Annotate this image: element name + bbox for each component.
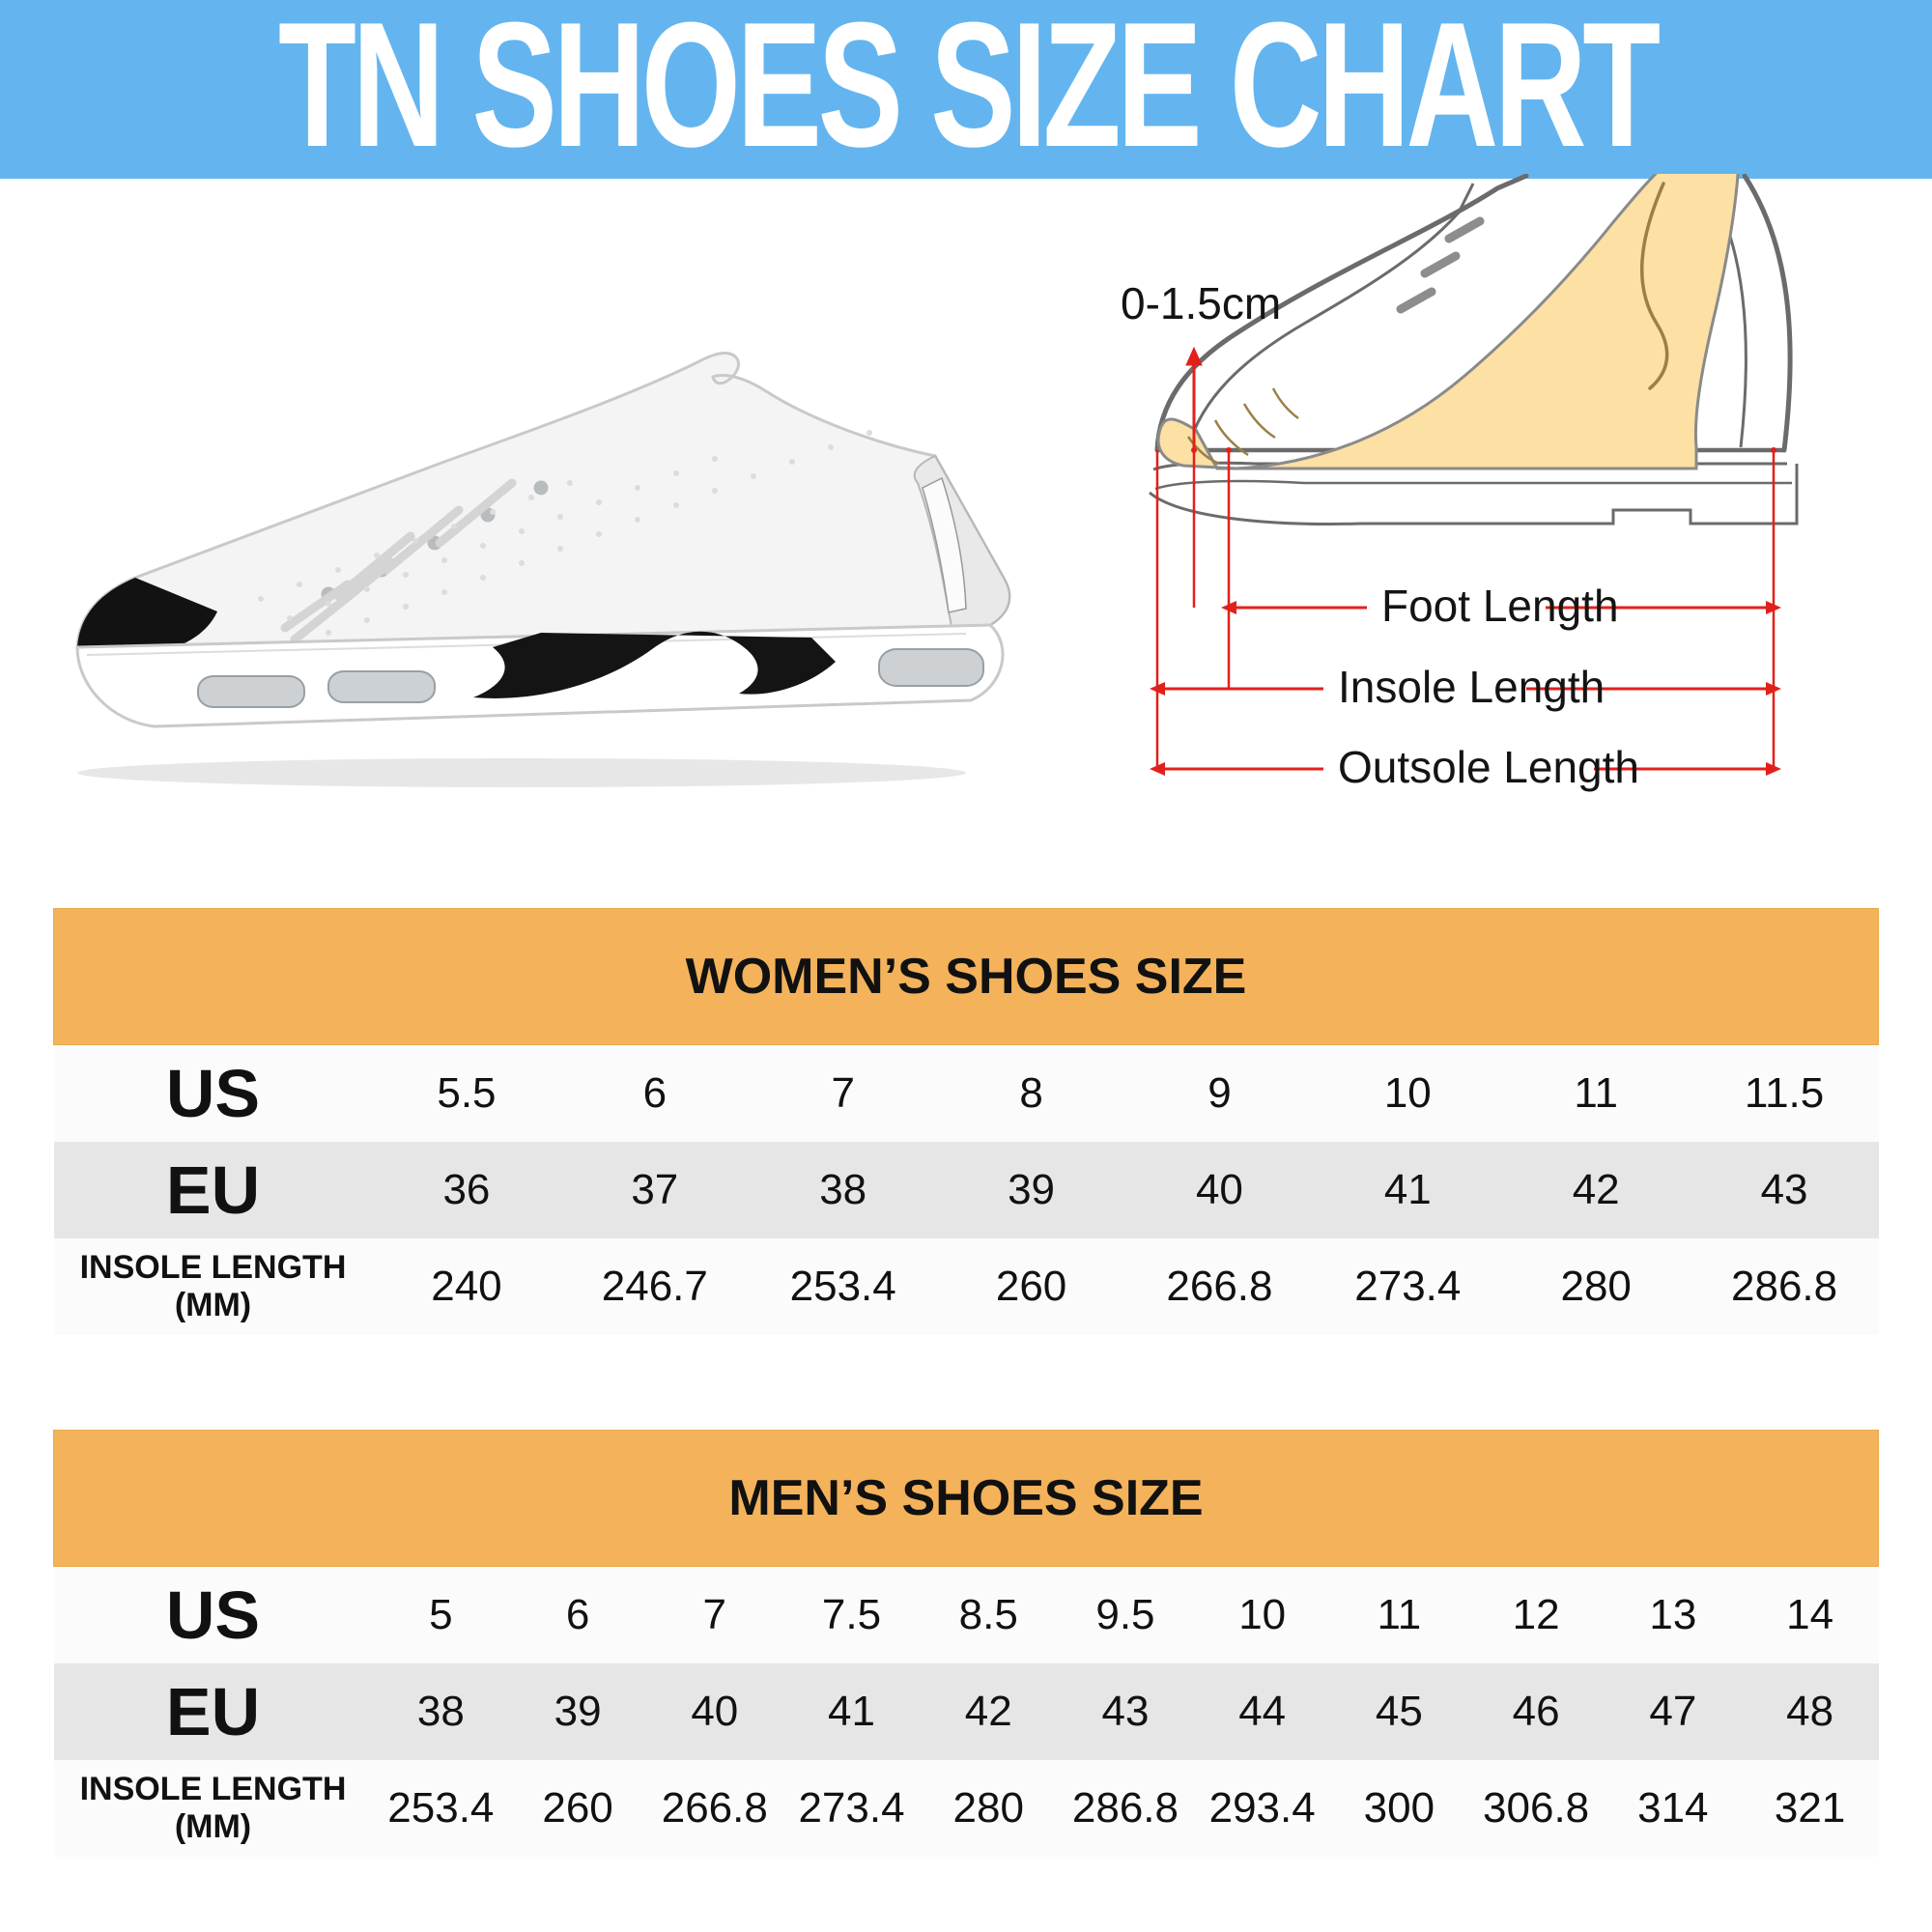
svg-text:0-1.5cm: 0-1.5cm	[1121, 278, 1281, 328]
svg-text:Insole Length: Insole Length	[1338, 662, 1605, 712]
svg-text:Foot Length: Foot Length	[1381, 581, 1619, 631]
svg-text:Outsole Length: Outsole Length	[1338, 742, 1639, 792]
